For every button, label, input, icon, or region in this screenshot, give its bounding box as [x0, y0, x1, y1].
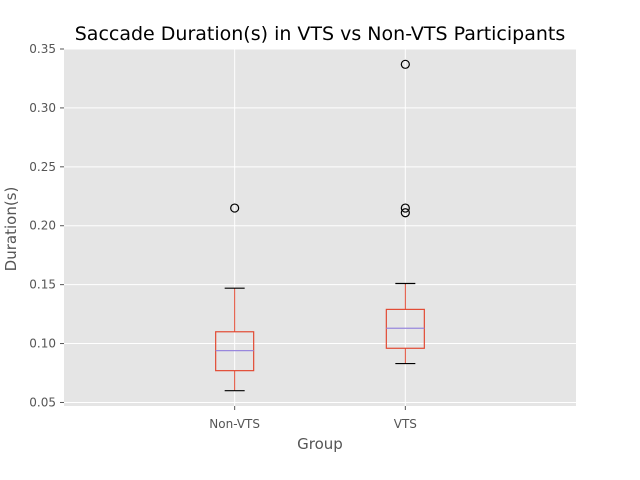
outlier-point — [400, 208, 410, 218]
plot-area — [64, 49, 576, 406]
grid-lines — [64, 48, 576, 406]
chart-title: Saccade Duration(s) in VTS vs Non-VTS Pa… — [75, 23, 566, 45]
x-tick-label: VTS — [394, 417, 417, 431]
outlier-point — [230, 203, 240, 213]
y-tick-label: 0.20 — [29, 219, 56, 233]
x-axis-label: Group — [297, 435, 343, 453]
boxes — [215, 59, 425, 392]
y-axis-label: Duration(s) — [2, 187, 20, 272]
y-tick-label: 0.25 — [29, 160, 56, 174]
y-tick-label: 0.10 — [29, 337, 56, 351]
y-axis-ticks: 0.05 0.10 0.15 0.20 0.25 0.30 0.35 — [29, 42, 64, 409]
box-vts — [385, 59, 425, 365]
y-tick-label: 0.05 — [29, 395, 56, 409]
y-tick-label: 0.15 — [29, 278, 56, 292]
x-axis-ticks: Non-VTS VTS — [209, 406, 417, 431]
outlier-point — [400, 59, 410, 69]
y-tick-label: 0.35 — [29, 42, 56, 56]
box-non-vts — [215, 203, 255, 392]
outlier-point — [400, 203, 410, 213]
x-tick-label: Non-VTS — [209, 417, 260, 431]
y-tick-label: 0.30 — [29, 101, 56, 115]
